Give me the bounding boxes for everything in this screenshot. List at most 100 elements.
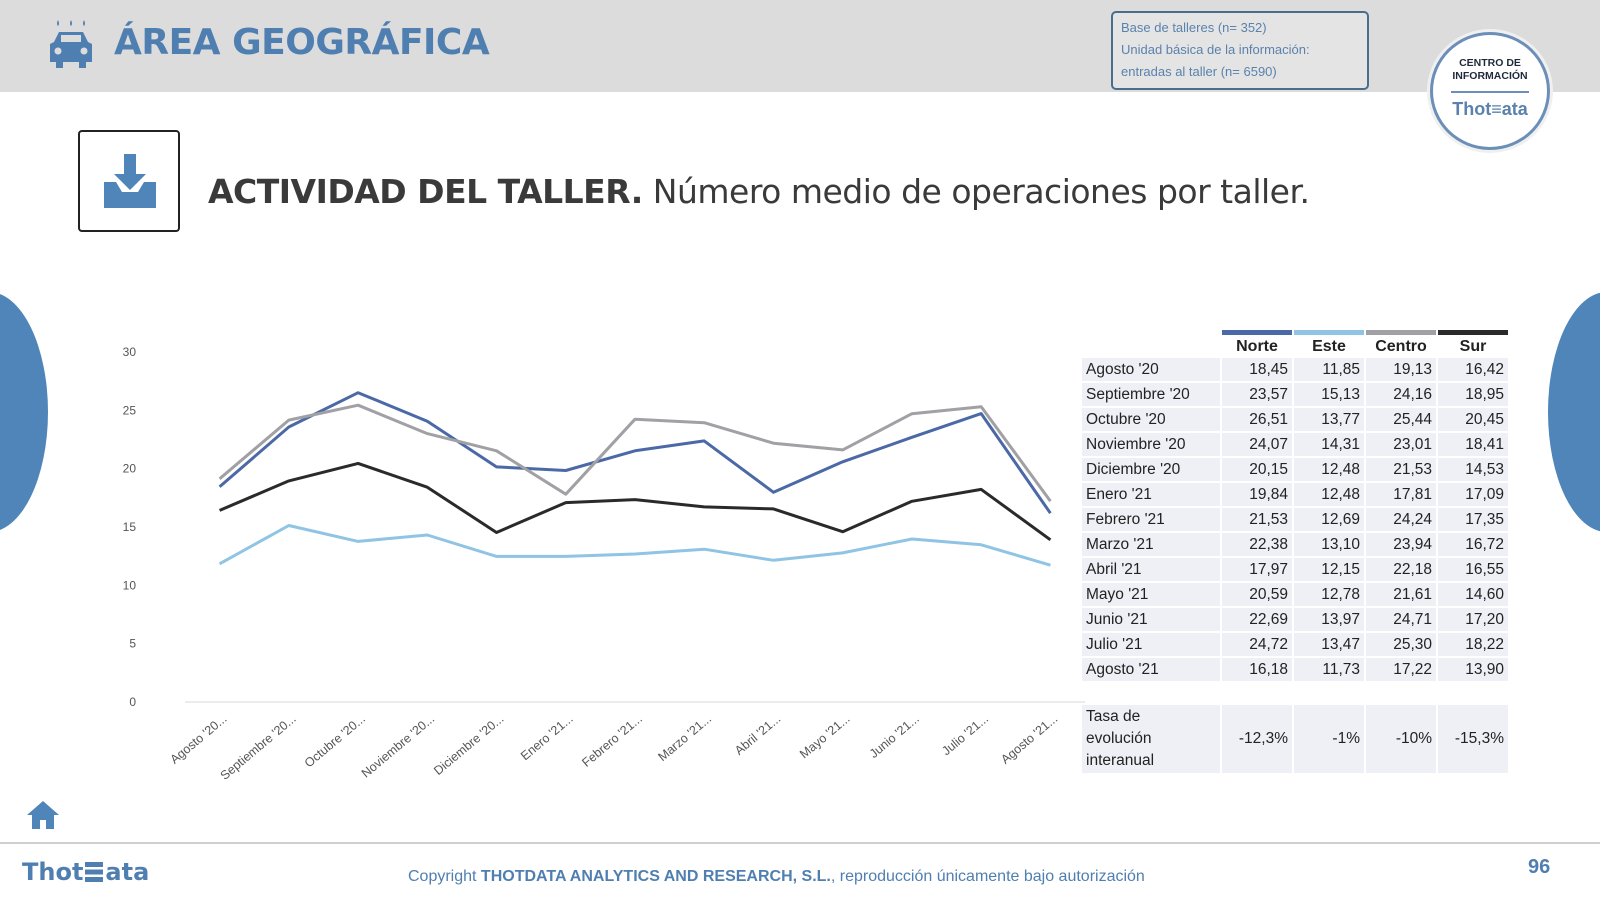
spacer-cell (1294, 683, 1364, 703)
cell-value: 18,45 (1222, 358, 1292, 381)
badge-title: CENTRO DE INFORMACIÓN (1452, 57, 1528, 82)
table-row: Diciembre '20 20,15 12,48 21,53 14,53 (1082, 458, 1508, 481)
cell-value: 18,41 (1438, 433, 1508, 456)
table-row: Enero '21 19,84 12,48 17,81 17,09 (1082, 483, 1508, 506)
cell-value: 12,15 (1294, 558, 1364, 581)
row-label: Enero '21 (1082, 483, 1220, 506)
chart-subtitle: ACTIVIDAD DEL TALLER. Número medio de op… (208, 172, 1310, 211)
row-label: Septiembre '20 (1082, 383, 1220, 406)
info-line: Base de talleres (n= 352) (1121, 20, 1267, 35)
table-row: Mayo '21 20,59 12,78 21,61 14,60 (1082, 583, 1508, 606)
rate-value: -1% (1294, 705, 1364, 773)
cell-value: 18,22 (1438, 633, 1508, 656)
car-wash-icon (50, 20, 92, 68)
footer-logo-right: ata (105, 858, 150, 886)
cell-value: 24,16 (1366, 383, 1436, 406)
y-tick-label: 30 (123, 345, 137, 359)
table-corner (1082, 330, 1220, 356)
cell-value: 25,30 (1366, 633, 1436, 656)
col-header-centro: Centro (1366, 330, 1436, 356)
table-row: Junio '21 22,69 13,97 24,71 17,20 (1082, 608, 1508, 631)
cell-value: 24,72 (1222, 633, 1292, 656)
cell-value: 12,69 (1294, 508, 1364, 531)
cell-value: 20,59 (1222, 583, 1292, 606)
table-row: Julio '21 24,72 13,47 25,30 18,22 (1082, 633, 1508, 656)
cell-value: 11,85 (1294, 358, 1364, 381)
cell-value: 23,01 (1366, 433, 1436, 456)
cell-value: 20,15 (1222, 458, 1292, 481)
cell-value: 16,18 (1222, 658, 1292, 681)
cell-value: 16,55 (1438, 558, 1508, 581)
cell-value: 11,73 (1294, 658, 1364, 681)
cell-value: 26,51 (1222, 408, 1292, 431)
table-body: Agosto '20 18,45 11,85 19,13 16,42 Septiembre… (1082, 358, 1508, 773)
cell-value: 22,69 (1222, 608, 1292, 631)
footer-logo-left: Thot (22, 858, 84, 886)
x-tick-label: Mayo '21... (797, 712, 853, 762)
cell-value: 12,48 (1294, 458, 1364, 481)
table-row: Septiembre '20 23,57 15,13 24,16 18,95 (1082, 383, 1508, 406)
cell-value: 24,71 (1366, 608, 1436, 631)
cell-value: 17,81 (1366, 483, 1436, 506)
table-spacer (1082, 683, 1508, 703)
series-line-este (218, 524, 1051, 567)
cell-value: 24,07 (1222, 433, 1292, 456)
cell-value: 13,10 (1294, 533, 1364, 556)
row-label: Agosto '20 (1082, 358, 1220, 381)
info-center-badge: CENTRO DE INFORMACIÓN Thot≡ata (1430, 32, 1550, 150)
rate-value: -12,3% (1222, 705, 1292, 773)
cell-value: 21,53 (1366, 458, 1436, 481)
footer-logo: Thot ata (22, 858, 149, 886)
row-label: Junio '21 (1082, 608, 1220, 631)
cell-value: 22,18 (1366, 558, 1436, 581)
logo-bars-icon (85, 862, 104, 882)
table-row: Agosto '21 16,18 11,73 17,22 13,90 (1082, 658, 1508, 681)
col-header-este: Este (1294, 330, 1364, 356)
y-tick-label: 15 (123, 520, 137, 534)
subtitle-rest: Número medio de operaciones por taller. (642, 172, 1310, 211)
series-line-centro (218, 403, 1052, 502)
row-label: Noviembre '20 (1082, 433, 1220, 456)
row-label: Julio '21 (1082, 633, 1220, 656)
col-header-norte: Norte (1222, 330, 1292, 356)
badge-divider (1451, 91, 1529, 93)
cell-value: 12,48 (1294, 483, 1364, 506)
rate-label: Tasa de evolución interanual (1082, 705, 1220, 773)
table-row: Marzo '21 22,38 13,10 23,94 16,72 (1082, 533, 1508, 556)
rate-value: -15,3% (1438, 705, 1508, 773)
cell-value: 21,53 (1222, 508, 1292, 531)
spacer-cell (1438, 683, 1508, 703)
rate-value: -10% (1366, 705, 1436, 773)
cell-value: 17,97 (1222, 558, 1292, 581)
decorative-circle-right (1548, 292, 1600, 532)
x-tick-label: Noviembre '20... (359, 712, 437, 781)
table-row: Noviembre '20 24,07 14,31 23,01 18,41 (1082, 433, 1508, 456)
cell-value: 18,95 (1438, 383, 1508, 406)
y-tick-label: 25 (123, 403, 137, 417)
cell-value: 15,13 (1294, 383, 1364, 406)
series-line-sur (219, 461, 1052, 542)
copyright-notice: Copyright THOTDATA ANALYTICS AND RESEARC… (408, 868, 1145, 886)
cell-value: 13,47 (1294, 633, 1364, 656)
info-line: Unidad básica de la información: (1121, 42, 1310, 57)
page-number: 96 (1528, 856, 1551, 878)
home-icon[interactable] (26, 800, 60, 830)
x-tick-label: Octubre '20... (302, 712, 368, 771)
info-line: entradas al taller (n= 6590) (1121, 64, 1277, 79)
cell-value: 20,45 (1438, 408, 1508, 431)
row-label: Octubre '20 (1082, 408, 1220, 431)
table-row: Octubre '20 26,51 13,77 25,44 20,45 (1082, 408, 1508, 431)
cell-value: 17,20 (1438, 608, 1508, 631)
copyright-suffix: , reproducción únicamente bajo autorizac… (830, 868, 1145, 885)
line-chart: 0 5 10 15 20 25 30 Agosto '20...Septiembre '20.… (123, 345, 1085, 783)
cell-value: 16,72 (1438, 533, 1508, 556)
cell-value: 16,42 (1438, 358, 1508, 381)
row-label: Abril '21 (1082, 558, 1220, 581)
x-tick-label: Diciembre '20... (431, 712, 506, 778)
table-row: Febrero '21 21,53 12,69 24,24 17,35 (1082, 508, 1508, 531)
header-bar: ÁREA GEOGRÁFICA Base de talleres (n= 352… (0, 0, 1600, 92)
rate-row: Tasa de evolución interanual -12,3% -1% -10% -… (1082, 705, 1508, 773)
download-button[interactable] (78, 130, 180, 232)
cell-value: 17,35 (1438, 508, 1508, 531)
row-label: Marzo '21 (1082, 533, 1220, 556)
